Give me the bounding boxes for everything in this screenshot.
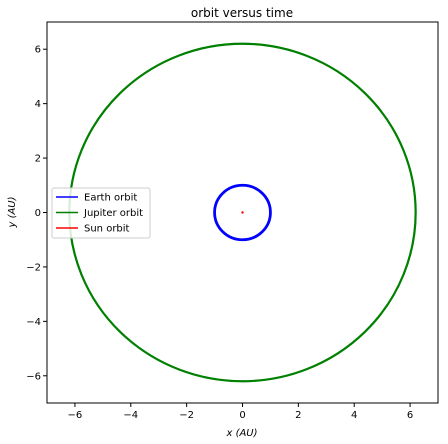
y-axis-title: y (AU) <box>7 196 18 228</box>
y-tick-label: 4 <box>35 99 41 110</box>
series-earth-orbit <box>213 183 272 242</box>
x-axis: −6 −4 −2 0 2 4 6 <box>68 403 413 421</box>
x-tick-label: 0 <box>239 410 245 421</box>
x-tick-label: −4 <box>123 410 138 421</box>
x-tick-label: 6 <box>407 410 413 421</box>
legend: Earth orbit Jupiter orbit Sun orbit <box>51 187 151 239</box>
x-axis-title: x (AU) <box>225 428 257 439</box>
orbit-ring <box>214 185 271 240</box>
y-tick-label: −4 <box>26 317 41 328</box>
y-tick-label: 0 <box>35 208 41 219</box>
legend-label: Earth orbit <box>84 193 137 204</box>
orbit-ring <box>214 184 271 241</box>
x-tick-label: −2 <box>179 410 194 421</box>
chart-title: orbit versus time <box>191 6 293 20</box>
x-tick-label: 4 <box>351 410 357 421</box>
legend-label: Sun orbit <box>84 224 130 235</box>
sun-orbit-mark <box>241 211 244 214</box>
x-tick-label: −6 <box>68 410 83 421</box>
orbit-ring <box>213 183 272 242</box>
y-axis: −6 −4 −2 0 2 4 6 <box>26 45 47 382</box>
series-sun-orbit <box>241 211 244 214</box>
y-tick-label: 2 <box>35 154 41 165</box>
x-tick-label: 2 <box>295 410 301 421</box>
y-tick-label: −2 <box>26 262 41 273</box>
y-tick-label: −6 <box>26 371 41 382</box>
legend-box <box>51 187 151 239</box>
y-tick-label: 6 <box>35 45 41 56</box>
legend-label: Jupiter orbit <box>83 208 143 219</box>
